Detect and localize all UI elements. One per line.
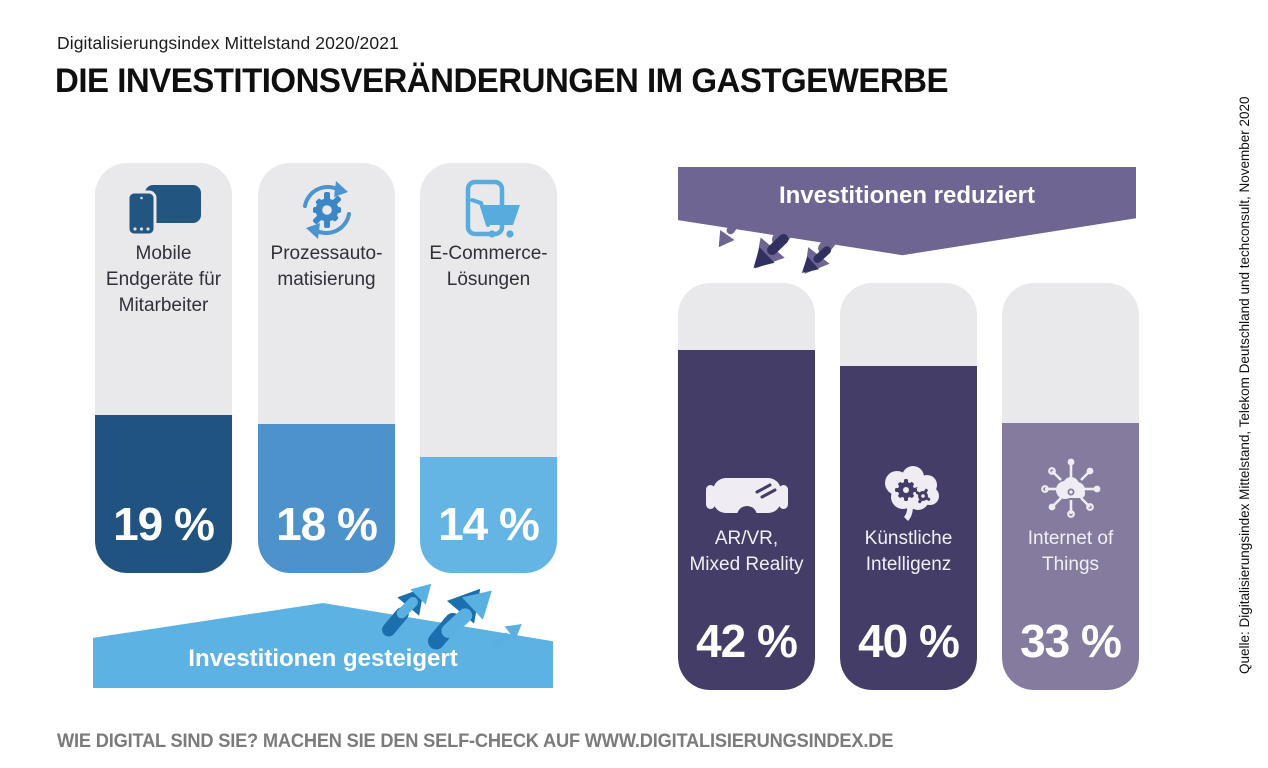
bar-ar-vr: AR/VR, Mixed Reality 42 % <box>678 283 815 690</box>
bar-value: 42 % <box>696 615 798 667</box>
bar-artificial-intelligence: Künstliche Intelligenz 40 % <box>840 283 977 690</box>
bar-label: E-Commerce- Lösungen <box>429 243 548 290</box>
artificial-intelligence-icon <box>840 460 977 522</box>
bar-fill <box>258 424 395 573</box>
bar-fill <box>420 457 557 573</box>
bar-label: AR/VR, Mixed Reality <box>689 528 804 575</box>
bar-label: Künstliche Intelligenz <box>864 528 953 575</box>
self-check-cta: WIE DIGITAL SIND SIE? MACHEN SIE DEN SEL… <box>57 731 894 752</box>
bar-value: 19 % <box>113 498 215 550</box>
banner-label: Investitionen gesteigert <box>188 645 458 672</box>
bar-fill <box>840 366 977 690</box>
process-automation-icon <box>258 179 395 241</box>
bar-fill <box>95 415 232 573</box>
ecommerce-icon <box>420 179 557 241</box>
source-note: Quelle: Digitalisierungsindex Mittelstan… <box>1237 96 1252 674</box>
internet-of-things-icon <box>1002 456 1139 522</box>
ar-vr-goggles-icon <box>678 472 815 522</box>
up-arrows-icon <box>363 546 543 654</box>
bar-ecommerce: E-Commerce- Lösungen 14 % <box>420 163 557 573</box>
bar-label: Internet of Things <box>1027 528 1114 575</box>
bar-mobile-devices: Mobile Endgeräte für Mitarbeiter 19 % <box>95 163 232 573</box>
bar-label: Prozessauto- matisierung <box>270 243 383 290</box>
down-arrows-icon <box>698 214 873 296</box>
bar-value: 40 % <box>858 615 960 667</box>
bar-value: 14 % <box>438 498 540 550</box>
banner-label: Investitionen reduziert <box>778 182 1036 209</box>
report-kicker: Digitalisierungsindex Mittelstand 2020/2… <box>57 33 399 53</box>
bar-value: 33 % <box>1020 615 1122 667</box>
bar-label: Mobile Endgeräte für Mitarbeiter <box>105 243 222 316</box>
mobile-devices-icon <box>95 179 232 237</box>
bar-process-automation: Prozessauto- matisierung 18 % <box>258 163 395 573</box>
bar-internet-of-things: Internet of Things 33 % <box>1002 283 1139 690</box>
bar-value: 18 % <box>276 498 378 550</box>
page-title: DIE INVESTITIONSVERÄNDERUNGEN IM GASTGEW… <box>55 62 949 100</box>
